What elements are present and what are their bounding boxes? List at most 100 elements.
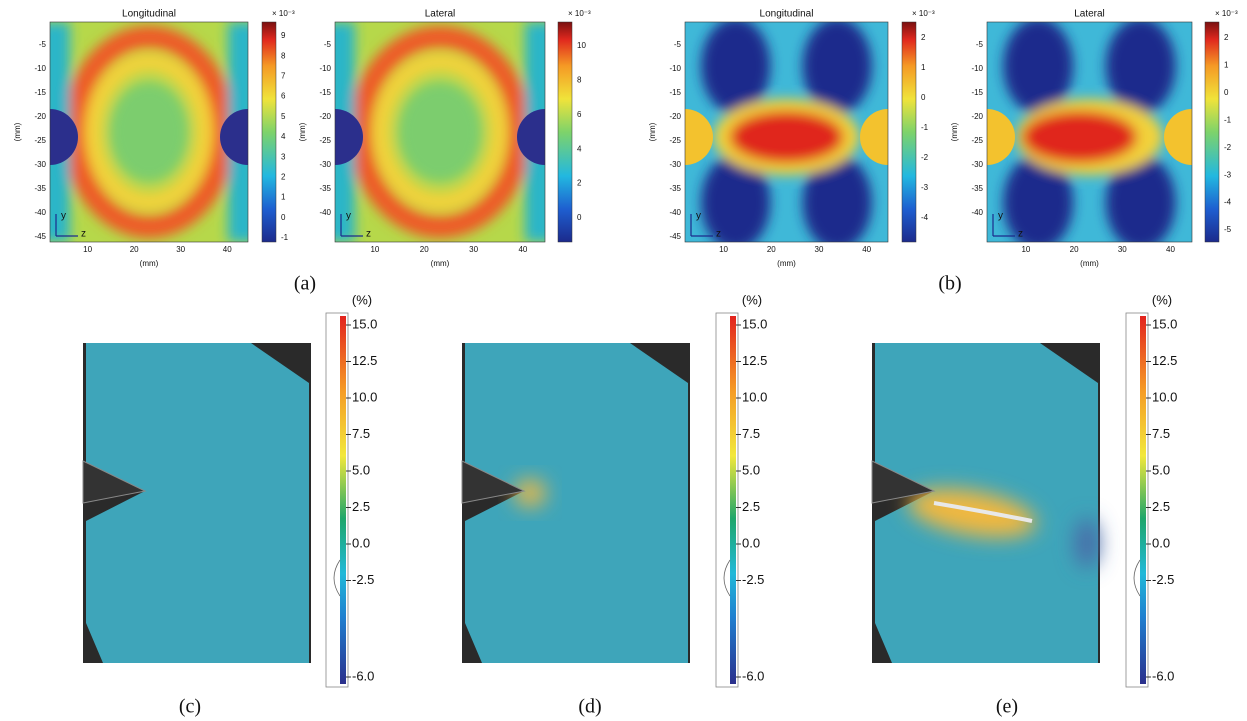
x-tick-label: 20 xyxy=(767,245,776,254)
colorbar-tick-label: 7 xyxy=(281,72,286,81)
colorbar-tick-label: 9 xyxy=(281,31,286,40)
colorbar xyxy=(558,22,572,242)
colorbar-tick-label: 12.5 xyxy=(1152,353,1177,368)
figure: Longitudinal-5-10-15-20-25-30-35-40-45(m… xyxy=(0,0,1247,721)
colorbar-tick-label: 1 xyxy=(1224,61,1229,70)
colorbar-tick-label: 1 xyxy=(921,63,926,72)
colorbar-unit: (%) xyxy=(352,292,372,307)
colorbar-tick-label: 10.0 xyxy=(742,389,767,404)
colorbar-tick-label: 10.0 xyxy=(352,389,377,404)
colorbar-tick-label: -2 xyxy=(1224,143,1232,152)
high-region xyxy=(730,111,844,163)
y-tick-label: -40 xyxy=(319,208,331,217)
colorbar-tick-label: 5.0 xyxy=(352,462,370,477)
y-tick-label: -10 xyxy=(319,64,331,73)
heatmap xyxy=(307,22,573,242)
colorbar-tick-label: 0 xyxy=(921,93,926,102)
y-tick-label: -15 xyxy=(319,88,331,97)
x-tick-label: 10 xyxy=(719,245,728,254)
y-tick-label: -25 xyxy=(971,136,983,145)
colorbar-tick-label: 0 xyxy=(1224,88,1229,97)
panel-label: (d) xyxy=(578,696,601,718)
y-tick-label: -15 xyxy=(34,88,46,97)
low-region xyxy=(1106,18,1176,114)
colorbar-tick-label: -1 xyxy=(921,123,929,132)
axis-y: y xyxy=(61,211,66,222)
colorbar-tick-label: -4 xyxy=(1224,198,1232,207)
x-label: (mm) xyxy=(431,259,450,268)
y-tick-label: -20 xyxy=(669,112,681,121)
colorbar-tick-label: 6 xyxy=(577,110,582,119)
hot-spot xyxy=(514,479,546,507)
plot-title: Lateral xyxy=(1074,9,1105,20)
y-tick-label: -15 xyxy=(669,88,681,97)
plot-title: Longitudinal xyxy=(122,9,176,20)
y-tick-label: -30 xyxy=(971,160,983,169)
colorbar-tick-label: 15.0 xyxy=(742,316,767,331)
colorbar-tick-label: -4 xyxy=(921,213,929,222)
x-tick-label: 40 xyxy=(1166,245,1175,254)
colorbar-tick-label: 0 xyxy=(577,213,582,222)
colorbar-tick-label: 12.5 xyxy=(742,353,767,368)
colorbar-tick-label: -3 xyxy=(1224,170,1232,179)
colorbar-tick-label: -6.0 xyxy=(1152,668,1174,683)
axis-z: z xyxy=(1018,229,1023,240)
colorbar-tick-label: 15.0 xyxy=(352,316,377,331)
colorbar-tick-label: 2 xyxy=(577,179,582,188)
colorbar-tick-label: 0.0 xyxy=(742,535,760,550)
y-tick-label: -10 xyxy=(34,64,46,73)
x-tick-label: 40 xyxy=(518,245,527,254)
center xyxy=(109,82,188,182)
colorbar-tick-label: 5 xyxy=(281,112,286,121)
colorbar-tick-label: 7.5 xyxy=(742,426,760,441)
x-tick-label: 40 xyxy=(223,245,232,254)
x-tick-label: 30 xyxy=(1118,245,1127,254)
panel-label: (a) xyxy=(294,273,316,295)
y-tick-label: -5 xyxy=(674,40,682,49)
center xyxy=(398,82,482,182)
panel-label: (e) xyxy=(996,696,1018,718)
y-tick-label: -45 xyxy=(669,232,681,241)
y-tick-label: -25 xyxy=(34,136,46,145)
y-tick-label: -15 xyxy=(971,88,983,97)
y-tick-label: -30 xyxy=(319,160,331,169)
axis-y: y xyxy=(346,211,351,222)
plot-title: Lateral xyxy=(425,9,456,20)
x-tick-label: 10 xyxy=(83,245,92,254)
colorbar-tick-label: 15.0 xyxy=(1152,316,1177,331)
y-tick-label: -10 xyxy=(669,64,681,73)
colorbar-tick-label: 2.5 xyxy=(352,499,370,514)
colorbar-tick-label: -6.0 xyxy=(352,668,374,683)
x-label: (mm) xyxy=(140,259,159,268)
colorbar xyxy=(902,22,916,242)
colorbar xyxy=(340,316,346,684)
colorbar-tick-label: 3 xyxy=(281,152,286,161)
strain-glow xyxy=(514,479,546,507)
y-tick-label: -40 xyxy=(971,208,983,217)
y-tick-label: -35 xyxy=(319,184,331,193)
cold-spot xyxy=(1075,518,1099,568)
colorbar-scale: × 10⁻³ xyxy=(912,9,935,18)
colorbar-scale: × 10⁻³ xyxy=(568,9,591,18)
y-tick-label: -35 xyxy=(971,184,983,193)
y-label: (mm) xyxy=(13,122,22,141)
colorbar-tick-label: 2 xyxy=(281,173,286,182)
y-tick-label: -30 xyxy=(34,160,46,169)
x-tick-label: 40 xyxy=(862,245,871,254)
y-tick-label: -40 xyxy=(669,208,681,217)
colorbar-tick-label: 10.0 xyxy=(1152,389,1177,404)
y-label: (mm) xyxy=(950,122,959,141)
colorbar-tick-label: 2 xyxy=(1224,33,1229,42)
colorbar-unit: (%) xyxy=(742,292,762,307)
y-tick-label: -5 xyxy=(976,40,984,49)
y-tick-label: -35 xyxy=(669,184,681,193)
panel-label: (c) xyxy=(179,696,201,718)
y-tick-label: -30 xyxy=(669,160,681,169)
y-tick-label: -5 xyxy=(324,40,332,49)
colorbar xyxy=(1140,316,1146,684)
y-label: (mm) xyxy=(648,122,657,141)
y-tick-label: -25 xyxy=(669,136,681,145)
panel-label: (b) xyxy=(938,273,961,295)
colorbar-tick-label: 7.5 xyxy=(1152,426,1170,441)
colorbar-tick-label: 5.0 xyxy=(1152,462,1170,477)
